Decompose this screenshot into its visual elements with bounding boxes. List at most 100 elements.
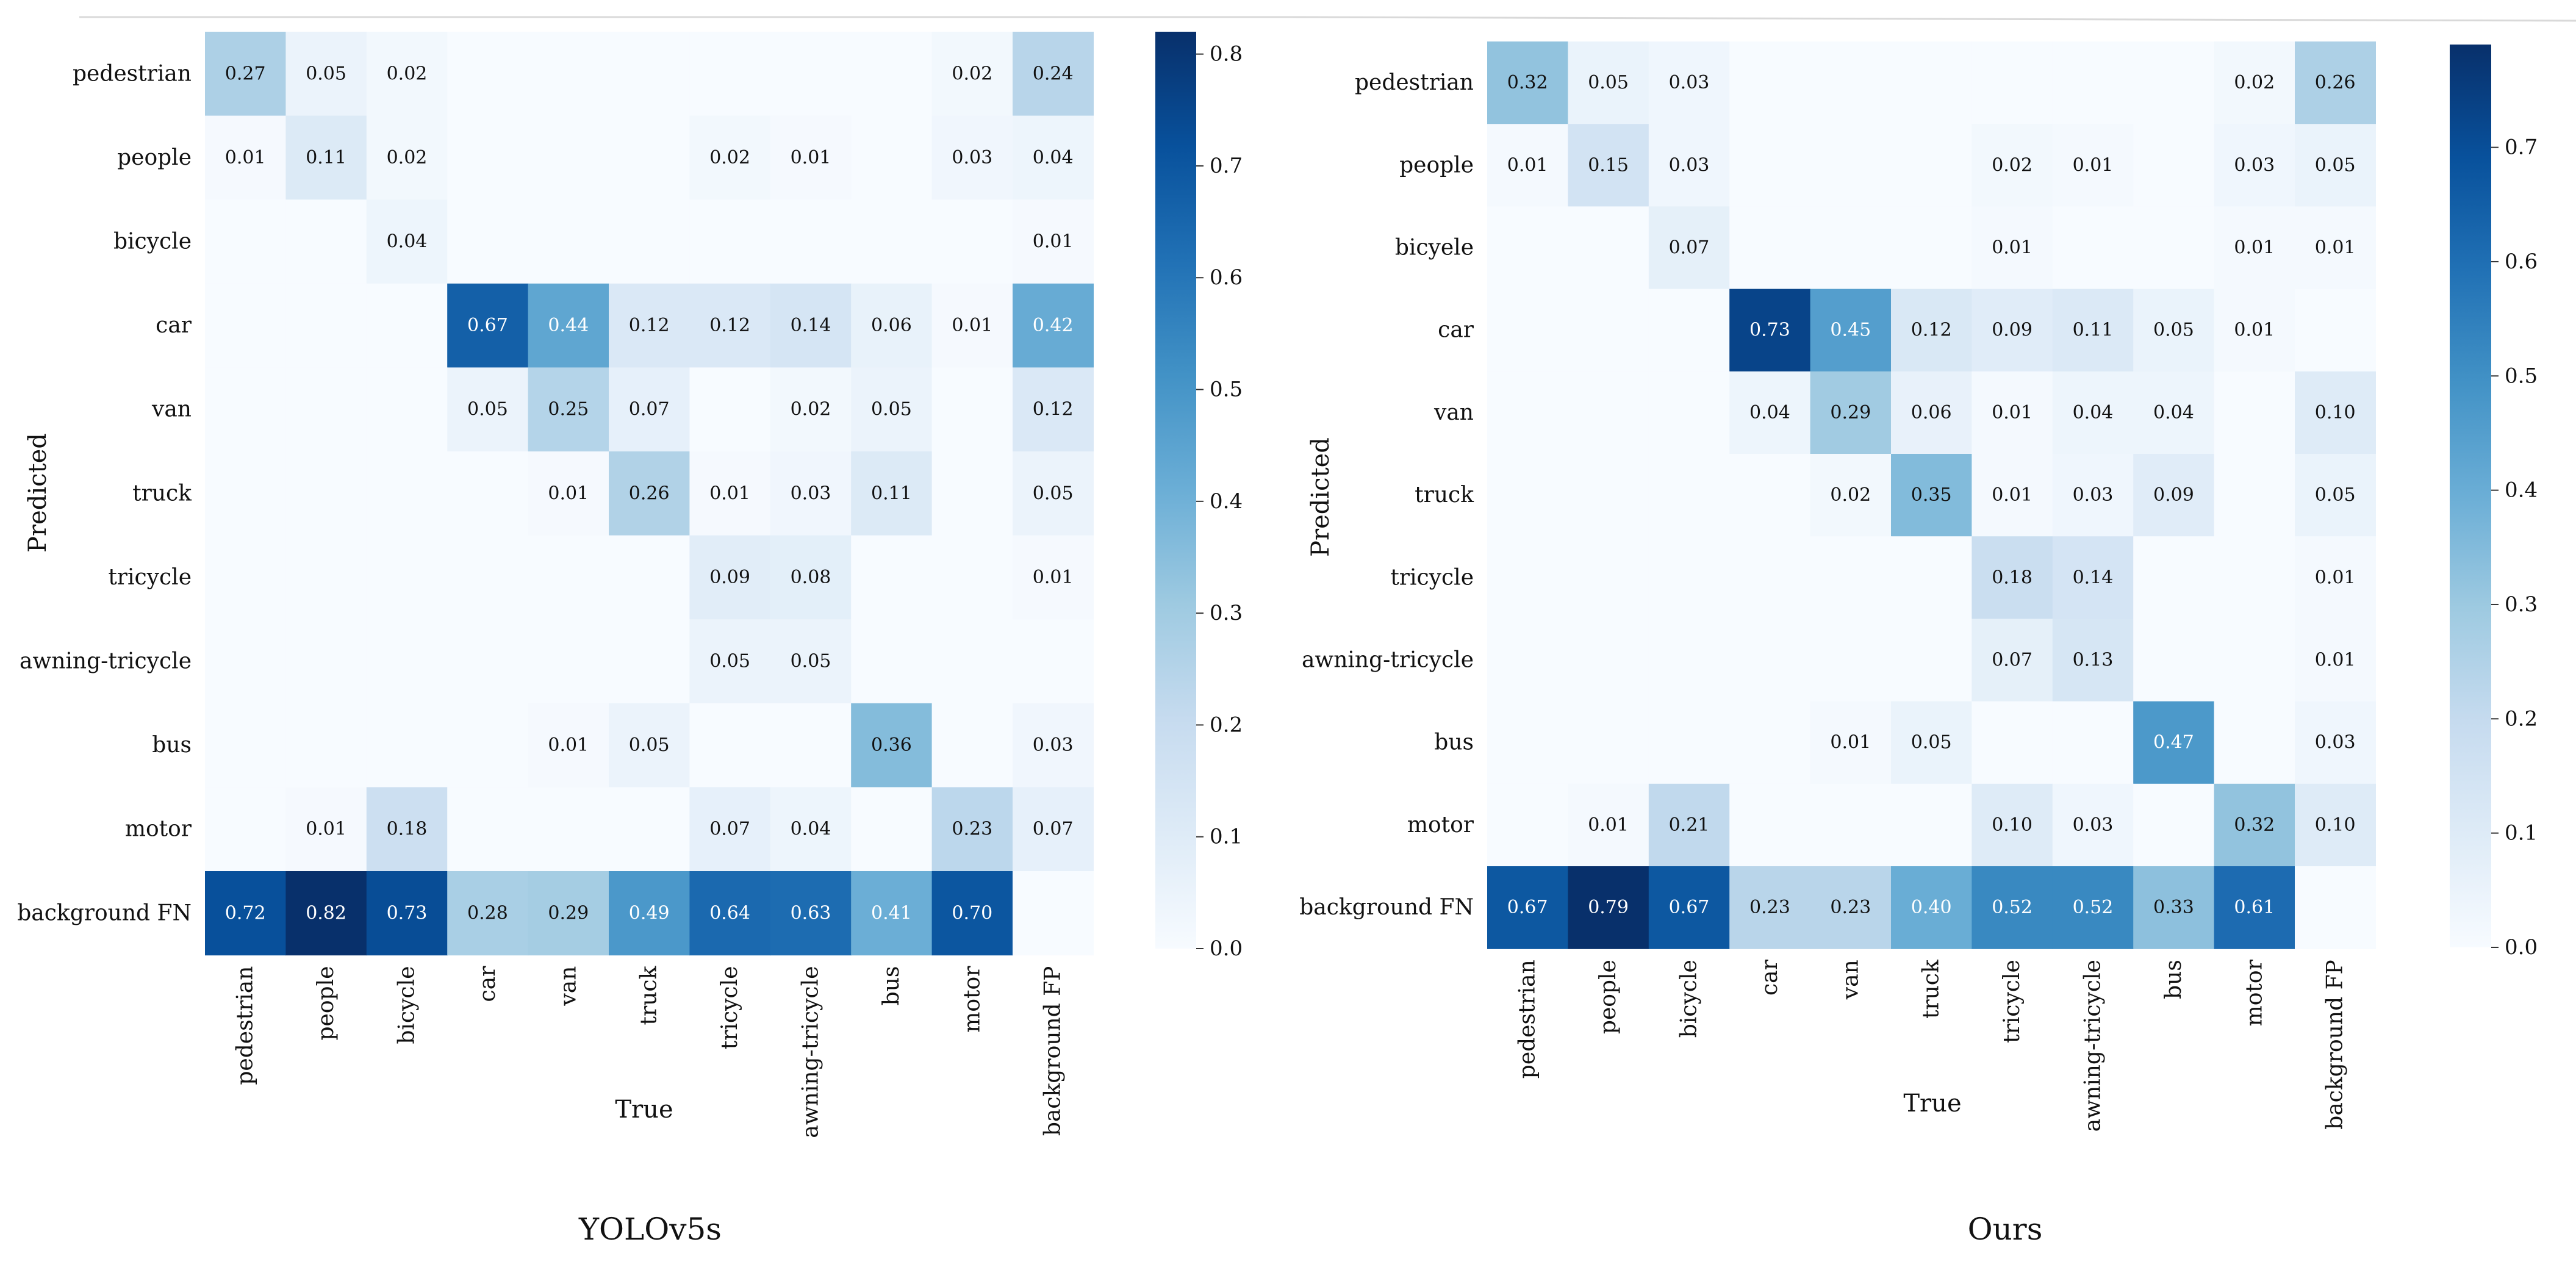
cell-value-label: 0.29: [1830, 402, 1871, 423]
heatmap-cell: [1568, 371, 1649, 454]
y-tick-label: awning-tricycle: [20, 649, 192, 674]
cell-value-label: 0.01: [548, 734, 589, 756]
cell-value-label: 0.06: [871, 315, 912, 336]
heatmap-cell: [2052, 866, 2134, 949]
cell-value-label: 0.14: [2073, 567, 2114, 588]
cell-value-label: 0.15: [1588, 154, 1629, 176]
heatmap-cell: [528, 115, 609, 200]
x-tick-label: car: [475, 966, 500, 1002]
cell-value-label: 0.10: [1992, 814, 2032, 836]
cell-value-label: 0.18: [387, 819, 428, 840]
cell-value-label: 0.47: [2153, 732, 2194, 753]
x-tick-label: tricycle: [2000, 960, 2025, 1043]
cell-value-label: 0.82: [306, 902, 346, 924]
heatmap-cell: [1810, 866, 1892, 949]
cell-value-label: 0.07: [629, 399, 670, 420]
heatmap-cell: [2052, 536, 2134, 619]
x-tick-label: people: [314, 966, 339, 1041]
heatmap-cell: [1971, 619, 2053, 702]
colorbar-tick-label: 0.6: [1210, 265, 1243, 290]
heatmap-cell: [2133, 866, 2215, 949]
heatmap-cell: [285, 199, 367, 284]
heatmap-cell: [2214, 41, 2295, 124]
heatmap-cell: [2295, 536, 2376, 619]
cell-value-label: 0.01: [1830, 732, 1871, 753]
colorbar: [1155, 32, 1196, 949]
cell-value-label: 0.05: [1588, 72, 1629, 93]
heatmap-cell: [1487, 41, 1568, 124]
cell-value-label: 0.03: [2315, 732, 2356, 753]
cell-value-label: 0.11: [306, 147, 346, 168]
colorbar-tick-label: 0.8: [1210, 42, 1243, 66]
heatmap-cell: [609, 787, 690, 872]
cell-value-label: 0.13: [2073, 650, 2114, 671]
cell-value-label: 0.05: [2315, 484, 2356, 506]
heatmap-cell: [931, 115, 1013, 200]
heatmap-cell: [2133, 619, 2215, 702]
y-tick-label: background FN: [17, 900, 192, 925]
heatmap-cell: [2214, 701, 2295, 784]
y-axis-label: Predicted: [1307, 437, 1335, 557]
heatmap-cell: [931, 703, 1013, 788]
cell-value-label: 0.49: [629, 902, 670, 924]
y-tick-label: bicycle: [113, 229, 192, 254]
heatmap-cell: [1810, 783, 1892, 867]
cell-value-label: 0.12: [629, 315, 670, 336]
heatmap-cell: [851, 871, 933, 956]
heatmap-cell: [2052, 701, 2134, 784]
heatmap-cell: [1487, 701, 1568, 784]
cell-value-label: 0.04: [791, 819, 831, 840]
colorbar-tick-label: 0.3: [1210, 601, 1243, 625]
x-tick-label: van: [1838, 960, 1863, 1000]
heatmap-cell: [447, 451, 529, 536]
heatmap-cell: [689, 619, 771, 704]
cell-value-label: 0.07: [1033, 819, 1074, 840]
heatmap-cell: [2295, 619, 2376, 702]
cell-value-label: 0.06: [1911, 402, 1952, 423]
heatmap-cell: [1729, 866, 1811, 949]
heatmap-cell: [2133, 783, 2215, 867]
heatmap-cell: [1891, 536, 1972, 619]
heatmap-cell: [609, 199, 690, 284]
heatmap-cell: [1971, 454, 2053, 537]
heatmap-cell: [2295, 41, 2376, 124]
y-tick-label: motor: [125, 817, 192, 842]
x-tick-label: bus: [879, 966, 904, 1006]
colorbar-tick-label: 0.2: [1210, 713, 1243, 737]
heatmap-cell: [366, 619, 448, 704]
heatmap-cell: [1648, 619, 1730, 702]
cell-value-label: 0.61: [2234, 897, 2275, 918]
heatmap-cell: [1648, 454, 1730, 537]
cell-value-label: 0.09: [709, 567, 750, 588]
heatmap-cell: [205, 115, 286, 200]
colorbar-tick-label: 0.5: [2505, 364, 2538, 388]
cell-value-label: 0.12: [1033, 399, 1074, 420]
cell-value-label: 0.04: [1749, 402, 1790, 423]
x-tick-label: tricycle: [717, 966, 742, 1050]
cell-value-label: 0.44: [548, 315, 589, 336]
heatmap-cell: [2052, 124, 2134, 207]
heatmap-cell: [689, 32, 771, 117]
heatmap-cell: [1013, 199, 1094, 284]
colorbar-tick-label: 0.7: [2505, 135, 2538, 160]
heatmap-cell: [285, 32, 367, 117]
heatmap-cell: [689, 871, 771, 956]
heatmap-cell: [1648, 701, 1730, 784]
heatmap-cell: [1013, 535, 1094, 620]
heatmap-cell: [1648, 866, 1730, 949]
heatmap-cell: [366, 115, 448, 200]
y-tick-label: car: [156, 313, 192, 338]
heatmap-cell: [770, 115, 852, 200]
heatmap-cell: [1729, 783, 1811, 867]
y-tick-label: people: [1399, 153, 1474, 178]
heatmap-cell: [447, 115, 529, 200]
heatmap-cell: [1568, 206, 1649, 290]
heatmap-cell: [1891, 783, 1972, 867]
cell-value-label: 0.18: [1992, 567, 2032, 588]
heatmap-cell: [2133, 701, 2215, 784]
heatmap-cell: [851, 283, 933, 368]
cell-value-label: 0.12: [709, 315, 750, 336]
heatmap-cell: [2052, 41, 2134, 124]
heatmap-cell: [931, 199, 1013, 284]
heatmap-cell: [689, 115, 771, 200]
